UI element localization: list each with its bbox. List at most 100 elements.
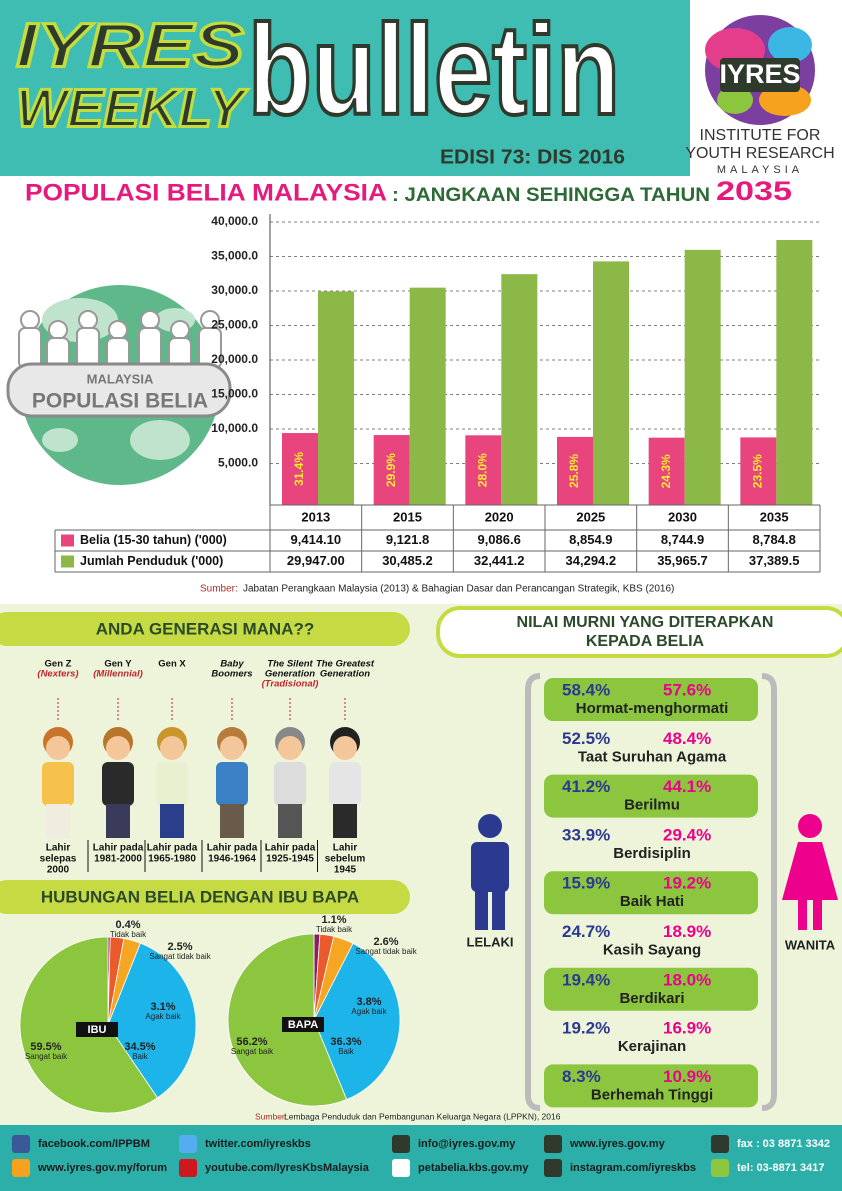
female-percent: 10.9% (663, 1067, 711, 1086)
bracket (525, 673, 541, 1111)
female-percent: 48.4% (663, 729, 711, 748)
person-head (20, 310, 40, 330)
share-label: 29.9% (384, 453, 398, 487)
person-legs (220, 804, 244, 838)
person-body (274, 762, 306, 806)
person-body (102, 762, 134, 806)
born-text: Lahir pada (207, 843, 258, 854)
table-value: 9,414.10 (291, 532, 342, 547)
title-bulletin: bulletin (248, 0, 620, 142)
pie-title: IBU (88, 1024, 107, 1036)
slice-label: Baik (338, 1047, 355, 1056)
male-icon (471, 814, 509, 930)
section-title-suffix: : JANGKAAN SEHINGGA TAHUN (392, 185, 710, 206)
born-text: 1965-1980 (148, 854, 196, 865)
value-name: Berdisiplin (613, 845, 691, 862)
footer-icon (711, 1135, 729, 1153)
bar (740, 437, 777, 505)
bar (318, 291, 354, 505)
female-percent: 18.0% (663, 970, 711, 989)
person-body (76, 327, 100, 369)
globe-banner (6, 362, 232, 418)
male-percent: 58.4% (562, 680, 610, 699)
slice-label: Sangat baik (25, 1052, 68, 1061)
generation-name: Generation (265, 669, 315, 680)
value-name: Baik Hati (620, 893, 684, 910)
footer-link[interactable]: info@iyres.gov.my (418, 1138, 516, 1150)
x-tick-label: 2013 (301, 509, 330, 524)
share-label: 31.4% (292, 452, 306, 486)
slice-value: 59.5% (30, 1041, 61, 1053)
bar (684, 249, 721, 505)
pie-title: BAPA (288, 1019, 318, 1031)
footer-icon (392, 1135, 410, 1153)
person-body (329, 762, 361, 806)
footer-link[interactable]: tel: 03-8871 3417 (737, 1162, 824, 1174)
born-text: Lahir pada (147, 843, 198, 854)
generation-name: Gen X (158, 659, 186, 670)
person-head (78, 310, 98, 330)
footer-link[interactable]: petabelia.kbs.gov.my (418, 1162, 529, 1174)
banner (436, 606, 842, 658)
x-tick-label: 2025 (576, 509, 605, 524)
footer-link[interactable]: twitter.com/iyreskbs (205, 1138, 311, 1150)
footer-link[interactable]: fax : 03 8871 3342 (737, 1138, 830, 1150)
footer-icon (179, 1135, 197, 1153)
banner-title: ANDA GENERASI MANA?? (96, 619, 314, 638)
source-label: Sumber: (200, 584, 238, 595)
footer-icon (12, 1135, 30, 1153)
share-label: 24.3% (659, 454, 673, 488)
person-body (156, 762, 188, 806)
bar (373, 435, 410, 505)
bar (282, 433, 318, 505)
slice-label: Tidak baik (110, 930, 147, 939)
generation-name: Gen Z (45, 659, 72, 670)
globe-label: POPULASI BELIA (32, 390, 208, 413)
bar (465, 435, 502, 505)
born-text: Lahir pada (265, 843, 316, 854)
footer-link[interactable]: facebook.com/IPPBM (38, 1138, 150, 1150)
slice-label: Sangat tidak baik (149, 952, 211, 961)
born-text: Lahir (46, 843, 71, 854)
female-percent: 19.2% (663, 874, 711, 893)
value-name: Berilmu (624, 797, 680, 814)
pie-slice (107, 942, 197, 1099)
person-head (160, 736, 184, 760)
born-text: Lahir pada (93, 843, 144, 854)
footer-link[interactable]: youtube.com/IyresKbsMalaysia (205, 1162, 370, 1174)
generation-name: Boomers (211, 669, 252, 680)
generation-alias: (Tradisional) (262, 679, 319, 690)
footer-link[interactable]: www.iyres.gov.my (569, 1138, 666, 1150)
footer-link[interactable]: www.iyres.gov.my/forum (37, 1162, 167, 1174)
table-value: 30,485.2 (382, 553, 433, 568)
value-box (544, 774, 758, 818)
x-tick-label: 2035 (760, 509, 789, 524)
footer-link[interactable]: instagram.com/iyreskbs (570, 1162, 696, 1174)
title-weekly: WEEKLY (16, 78, 249, 138)
table-value: 8,784.8 (752, 532, 795, 547)
banner-title: KEPADA BELIA (586, 633, 705, 650)
person-body (42, 762, 74, 806)
table-value: 8,744.9 (661, 532, 704, 547)
y-tick-label: 35,000.0 (211, 249, 258, 263)
female-percent: 44.1% (663, 777, 711, 796)
person-legs (278, 804, 302, 838)
male-percent: 33.9% (562, 825, 610, 844)
legend-swatch (61, 534, 74, 547)
footer-icon (711, 1159, 729, 1177)
section-title: POPULASI BELIA MALAYSIA (25, 179, 387, 206)
bar (776, 240, 813, 505)
source: Lembaga Penduduk dan Pembangunan Keluarg… (284, 1111, 561, 1121)
value-box (544, 1064, 758, 1108)
table-value: 34,294.2 (566, 553, 617, 568)
x-tick-label: 2015 (393, 509, 422, 524)
born-text: 2000 (47, 865, 70, 876)
generation-name: The Silent (267, 659, 313, 670)
table-value: 32,441.2 (474, 553, 525, 568)
male-percent: 24.7% (562, 922, 610, 941)
person-head (46, 736, 70, 760)
table-value: 9,121.8 (386, 532, 429, 547)
y-tick-label: 15,000.0 (211, 387, 258, 401)
value-box (544, 967, 758, 1011)
